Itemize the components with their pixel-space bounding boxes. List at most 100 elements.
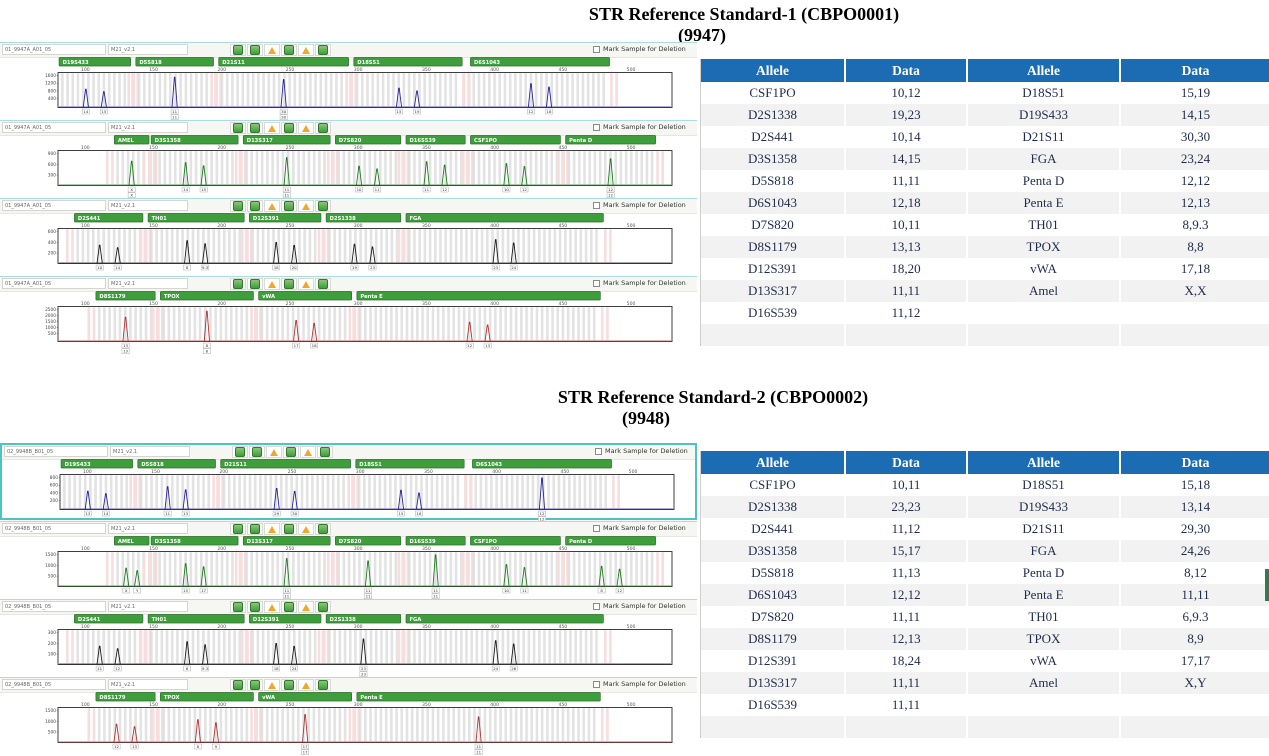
section2-subtitle: (9948) [622, 408, 670, 428]
sample-name: 01_9947A_A01_05 [2, 200, 106, 211]
status-icon-cell [230, 200, 246, 212]
status-warning-icon [302, 603, 310, 611]
deletion-checkbox[interactable] [593, 603, 600, 610]
panel-header: 01_9947A_A01_05 M21_v2.1 Mark Sample for D… [0, 277, 697, 292]
locus-bar-label: D12S391 [253, 216, 279, 222]
data-cell: X,Y [1119, 672, 1269, 694]
allele-call-label: 13 [132, 744, 137, 749]
allele-call-box [183, 665, 191, 672]
deletion-checkbox[interactable] [593, 46, 600, 53]
status-ok-icon [284, 123, 294, 133]
locus-bar [405, 213, 604, 223]
locus-bar-label: D13S317 [247, 539, 273, 545]
table-row: D16S539 11,12 [701, 302, 1269, 324]
allele-call-box [415, 510, 423, 517]
x-axis-tick: 400 [490, 546, 499, 552]
data-cell: 11,11 [844, 672, 966, 694]
allele-call-box [95, 665, 104, 672]
allele-call-box [483, 342, 492, 349]
allele-call-box [364, 587, 372, 594]
allele-call-box [422, 186, 431, 193]
x-axis-tick: 350 [422, 546, 431, 552]
data-cell: 19,23 [844, 104, 966, 126]
data-cell: 23,23 [844, 496, 966, 518]
deletion-checkbox[interactable] [593, 280, 600, 287]
y-axis-tick: 2000 [45, 313, 56, 319]
allele-call-label: 11 [366, 588, 371, 593]
locus-bar-label: TPOX [164, 294, 180, 300]
deletion-checkbox[interactable] [593, 124, 600, 131]
allele-call-box [350, 264, 359, 271]
column-header: Data [844, 59, 966, 82]
table-row: D2S1338 19,23 D19S433 14,15 [701, 104, 1269, 126]
table-row: D6S1043 12,18 Penta E 12,13 [701, 192, 1269, 214]
allele-call-label: 30 [281, 109, 286, 114]
panel-header: 02_9948B_B01_05 M21_v2.1 Mark Sample for D… [0, 678, 697, 693]
status-icon-cell [264, 122, 280, 134]
data-cell: 24,26 [1119, 540, 1269, 562]
sample-name: 01_9947A_A01_05 [2, 278, 106, 289]
status-ok-icon [233, 602, 243, 612]
data-cell: 11,13 [844, 562, 966, 584]
allele-call-label: 24 [493, 666, 498, 671]
allele-call-box [282, 186, 291, 193]
allele-call-box [395, 108, 403, 115]
data-cell: 6,9.3 [1119, 606, 1269, 628]
x-axis-tick: 500 [627, 67, 636, 73]
status-icon-cell [298, 278, 314, 290]
allele-peak [616, 568, 623, 587]
allele-peak [96, 645, 103, 665]
allele-call-label: 12 [608, 193, 613, 198]
allele-peak [283, 558, 290, 587]
electropherogram-panel: 02_9948B_B01_05 M21_v2.1 Mark Sample for D… [0, 677, 697, 755]
locus-bar-label: Penta D [569, 539, 593, 545]
status-warning-icon [268, 681, 276, 689]
status-warning-icon [302, 124, 310, 132]
deletion-checkbox[interactable] [593, 525, 600, 532]
table-row: D5S818 11,11 Penta D 12,12 [701, 170, 1269, 192]
data-cell: 11,11 [844, 280, 966, 302]
table-row: D6S1043 12,12 Penta E 11,11 [701, 584, 1269, 606]
x-axis-tick: 500 [629, 469, 638, 475]
status-ok-icon [284, 680, 294, 690]
allele-call-box [127, 186, 136, 193]
deletion-checkbox[interactable] [593, 681, 600, 688]
allele-call-label: 20 [292, 265, 297, 270]
allele-peak [607, 158, 614, 186]
allele-call-box [359, 665, 368, 672]
allele-call-label: 11 [522, 588, 527, 593]
data-cell: 12,12 [844, 584, 966, 606]
data-cell [1119, 694, 1269, 716]
allele-peak [397, 489, 405, 510]
allele-call-label: 10 [357, 187, 362, 192]
allele-call-label: 9.3 [202, 666, 209, 671]
allele-call-box [183, 264, 191, 271]
allele-call-box [279, 108, 288, 115]
allele-call-box [509, 264, 518, 271]
allele-call-box [310, 342, 318, 349]
deletion-checkbox[interactable] [593, 202, 600, 209]
allele-call-box [527, 108, 535, 115]
allele-cell: TPOX [966, 628, 1119, 650]
allele-peak [200, 566, 207, 587]
x-axis-tick: 350 [422, 301, 431, 307]
status-icon-cell [232, 446, 248, 458]
table-row: D2S1338 23,23 D19S433 13,14 [701, 496, 1269, 518]
table-row: D7S820 11,11 TH01 6,9.3 [701, 606, 1269, 628]
allele-cell: Penta D [966, 170, 1119, 192]
section2-title: STR Reference Standard-2 (CBPO0002) [557, 387, 869, 407]
x-axis-tick: 450 [558, 546, 567, 552]
electropherogram-panel: 02_9948B_B01_05 M21_v2.1 Mark Sample for D… [0, 599, 697, 677]
allele-call-label: 13 [183, 511, 188, 516]
x-axis-tick: 150 [149, 624, 158, 630]
allele-call-label: 11 [375, 187, 380, 192]
y-axis-tick: 1500 [45, 319, 56, 325]
locus-bar [74, 614, 144, 624]
allele-call-label: 12 [115, 666, 120, 671]
deletion-checkbox[interactable] [595, 448, 602, 455]
locus-bar [470, 135, 561, 145]
allele-call-box [133, 587, 142, 594]
allele-call-box [170, 108, 179, 115]
allele-call-box [201, 264, 209, 271]
